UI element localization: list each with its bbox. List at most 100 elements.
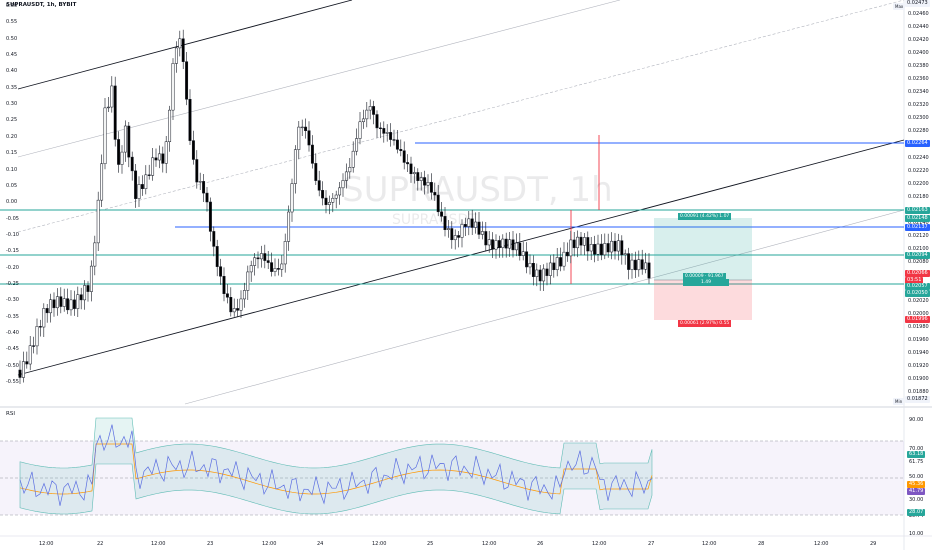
candle-body[interactable]	[395, 139, 399, 150]
candle-body[interactable]	[276, 268, 280, 270]
candle-body[interactable]	[212, 231, 216, 247]
candle-body[interactable]	[412, 172, 416, 175]
candle-body[interactable]	[555, 257, 559, 271]
current-price-tag[interactable]: 0.02066	[905, 270, 930, 277]
candle-body[interactable]	[137, 184, 141, 199]
candle-body[interactable]	[327, 202, 331, 205]
candle-body[interactable]	[552, 262, 556, 271]
teal-price-tag-3[interactable]: 0.02094	[905, 252, 930, 259]
candle-body[interactable]	[491, 239, 495, 250]
candle-body[interactable]	[446, 228, 450, 230]
candle-body[interactable]	[66, 298, 70, 311]
horizontal-levels[interactable]	[0, 135, 904, 285]
blue-high-price-tag[interactable]: 0.02264	[905, 140, 930, 147]
candle-body[interactable]	[266, 260, 270, 263]
candle-body[interactable]	[161, 153, 165, 164]
candle-body[interactable]	[273, 268, 277, 272]
candle-body[interactable]	[45, 308, 49, 314]
candle-body[interactable]	[616, 240, 620, 252]
candle-body[interactable]	[348, 167, 352, 173]
candle-body[interactable]	[365, 109, 369, 120]
candle-body[interactable]	[443, 216, 447, 230]
candle-body[interactable]	[582, 237, 586, 246]
candle-body[interactable]	[467, 218, 471, 227]
candle-body[interactable]	[96, 199, 100, 244]
candle-body[interactable]	[368, 106, 372, 111]
candle-body[interactable]	[253, 257, 257, 266]
candle-body[interactable]	[355, 138, 359, 152]
candle-body[interactable]	[596, 243, 600, 255]
candle-body[interactable]	[188, 98, 192, 141]
candle-body[interactable]	[630, 259, 634, 270]
candle-body[interactable]	[375, 114, 379, 129]
candle-body[interactable]	[559, 257, 563, 267]
candle-body[interactable]	[123, 125, 127, 153]
candle-body[interactable]	[637, 259, 641, 271]
candle-body[interactable]	[205, 192, 209, 203]
candle-body[interactable]	[59, 296, 63, 307]
candle-body[interactable]	[511, 239, 515, 251]
candle-body[interactable]	[548, 262, 552, 276]
candle-body[interactable]	[120, 151, 124, 165]
candle-body[interactable]	[307, 130, 311, 146]
candle-body[interactable]	[181, 38, 185, 62]
candle-body[interactable]	[229, 297, 233, 313]
candle-body[interactable]	[484, 231, 488, 246]
candle-body[interactable]	[419, 177, 423, 181]
stop-zone[interactable]	[654, 280, 752, 320]
candle-body[interactable]	[215, 246, 219, 267]
candle-body[interactable]	[195, 159, 199, 183]
candle-body[interactable]	[399, 149, 403, 151]
candle-body[interactable]	[100, 163, 104, 201]
candle-body[interactable]	[185, 61, 189, 100]
candle-body[interactable]	[293, 149, 297, 184]
candle-body[interactable]	[562, 251, 566, 267]
candle-body[interactable]	[528, 262, 532, 268]
candle-body[interactable]	[644, 262, 648, 270]
candle-body[interactable]	[409, 163, 413, 175]
candle-body[interactable]	[157, 153, 161, 161]
candle-body[interactable]	[385, 132, 389, 134]
candle-body[interactable]	[168, 109, 172, 142]
candle-body[interactable]	[440, 211, 444, 217]
candle-body[interactable]	[382, 128, 386, 134]
candle-body[interactable]	[344, 171, 348, 181]
candle-body[interactable]	[531, 262, 535, 277]
candle-body[interactable]	[147, 174, 151, 176]
target-zone[interactable]	[654, 218, 752, 280]
candle-body[interactable]	[525, 251, 529, 268]
candle-body[interactable]	[52, 299, 56, 309]
candle-body[interactable]	[633, 259, 637, 271]
candle-body[interactable]	[535, 269, 539, 277]
candle-body[interactable]	[127, 125, 131, 158]
candle-body[interactable]	[593, 244, 597, 255]
candle-body[interactable]	[32, 345, 36, 347]
candle-body[interactable]	[545, 268, 549, 276]
candle-body[interactable]	[263, 253, 267, 261]
entry-label[interactable]: 0.00009 · 91.967	[683, 273, 726, 280]
candle-body[interactable]	[304, 126, 308, 131]
candle-body[interactable]	[38, 326, 42, 328]
candle-body[interactable]	[504, 238, 508, 249]
candle-body[interactable]	[416, 172, 420, 181]
candle-body[interactable]	[463, 224, 467, 227]
candle-body[interactable]	[134, 170, 138, 199]
candle-body[interactable]	[239, 298, 243, 311]
candle-body[interactable]	[62, 298, 66, 307]
candle-body[interactable]	[222, 276, 226, 294]
candle-body[interactable]	[18, 369, 22, 378]
candle-body[interactable]	[321, 190, 325, 199]
candle-body[interactable]	[565, 251, 569, 257]
candle-body[interactable]	[130, 156, 134, 172]
channel-dashed-mid-line[interactable]	[17, 0, 905, 233]
candle-body[interactable]	[42, 308, 46, 328]
candle-body[interactable]	[599, 243, 603, 256]
target-label[interactable]: 0.00091 (4.42%) 1.07	[678, 213, 732, 220]
candle-body[interactable]	[586, 237, 590, 252]
rsi-title[interactable]: RSI	[6, 411, 15, 417]
candle-body[interactable]	[110, 85, 114, 108]
candle-body[interactable]	[290, 183, 294, 213]
candle-body[interactable]	[270, 262, 274, 272]
candle-body[interactable]	[236, 308, 240, 311]
candle-body[interactable]	[55, 296, 59, 309]
